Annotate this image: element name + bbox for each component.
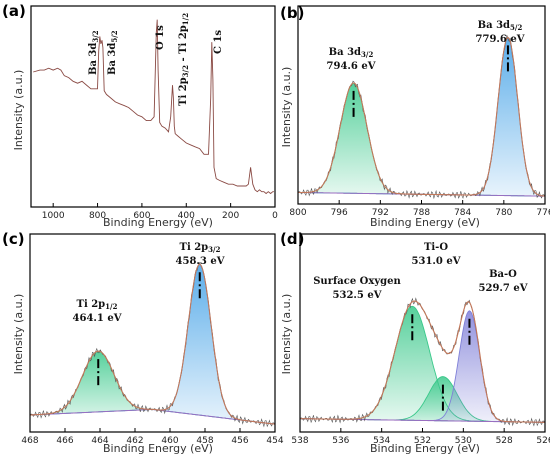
panel-d-xlabel: Binding Energy (eV) xyxy=(370,442,480,455)
x-tick-label: 400 xyxy=(178,211,195,221)
panel-a-ann-c1s: C 1s xyxy=(213,30,224,54)
panel-b-ylabel: Intensity (a.u.) xyxy=(280,67,293,148)
x-tick-label: 800 xyxy=(289,208,306,218)
panel-d-ann-529-7: 529.7 eV xyxy=(479,283,528,294)
x-tick-label: 776 xyxy=(536,208,550,218)
x-tick-label: 528 xyxy=(496,436,513,446)
x-tick-label: 0 xyxy=(272,211,278,221)
x-tick-label: 792 xyxy=(372,208,389,218)
panel-a-ylabel: Intensity (a.u.) xyxy=(12,70,25,151)
panel-a-ann-ba3d52: Ba 3d5/2 xyxy=(107,30,119,75)
panel-b-plot xyxy=(297,34,546,200)
panel-b-label: (b) xyxy=(280,4,304,22)
panel-c-label: (c) xyxy=(2,230,25,248)
x-tick-label: 800 xyxy=(89,211,106,221)
panel-c-ann-ti2p32: Ti 2p3/2 xyxy=(180,242,221,254)
fitted-peak-area xyxy=(29,263,276,425)
x-tick-label: 200 xyxy=(222,211,239,221)
panel-d-plot xyxy=(299,297,546,427)
panel-b-ann-794-6: 794.6 eV xyxy=(327,61,376,72)
panel-d-frame xyxy=(299,233,546,433)
panel-a-ann-ba3d32: Ba 3d3/2 xyxy=(88,30,100,75)
raw-data-line xyxy=(29,261,276,428)
panel-d-ylabel: Intensity (a.u.) xyxy=(280,294,293,375)
x-tick-label: 534 xyxy=(373,436,390,446)
x-tick-label: 468 xyxy=(21,436,38,446)
panel-a-ann-ti2p: Ti 2p3/2 - Ti 2p1/2 xyxy=(178,13,190,106)
panel-d-tick-labels: 538 536 534 532 530 528 526 xyxy=(291,428,550,446)
x-tick-label: 530 xyxy=(455,436,472,446)
x-tick-label: 780 xyxy=(495,208,512,218)
x-tick-label: 456 xyxy=(231,436,248,446)
panel-c-plot xyxy=(29,261,276,428)
x-tick-label: 600 xyxy=(133,211,150,221)
x-tick-label: 538 xyxy=(291,436,308,446)
panel-d-ann-surface-oxygen: Surface Oxygen xyxy=(313,276,401,287)
x-tick-label: 536 xyxy=(332,436,349,446)
panel-a-survey-line xyxy=(33,19,274,195)
panel-a-tick-labels: 1000 800 600 400 200 0 xyxy=(42,203,278,221)
envelope-fit-line xyxy=(29,263,276,425)
panel-c-xlabel: Binding Energy (eV) xyxy=(103,442,213,455)
x-tick-label: 532 xyxy=(414,436,431,446)
panel-b-ann-ba3d52: Ba 3d5/2 xyxy=(478,20,523,32)
panel-d-ann-532-5: 532.5 eV xyxy=(333,290,382,301)
x-tick-label: 784 xyxy=(454,208,471,218)
x-tick-label: 458 xyxy=(196,436,213,446)
panel-d-label: (d) xyxy=(280,230,304,248)
panel-a-frame xyxy=(30,5,276,208)
panel-c-ylabel: Intensity (a.u.) xyxy=(12,294,25,375)
panel-b-xlabel: Binding Energy (eV) xyxy=(370,216,480,229)
panel-d-ann-bao: Ba-O xyxy=(489,269,517,280)
x-tick-label: 1000 xyxy=(42,211,65,221)
panel-b-ann-ba3d32: Ba 3d3/2 xyxy=(329,47,374,59)
x-tick-label: 526 xyxy=(536,436,550,446)
x-tick-label: 460 xyxy=(161,436,178,446)
panel-d-ann-531-0: 531.0 eV xyxy=(412,256,461,267)
panel-c-frame xyxy=(29,233,276,433)
panel-c: (c) Intensity (a.u.) Binding Energy (eV)… xyxy=(2,230,284,455)
panel-b-frame xyxy=(297,5,546,205)
panel-a-label: (a) xyxy=(2,2,26,20)
x-tick-label: 788 xyxy=(413,208,430,218)
panel-b-ann-779-6: 779.6 eV xyxy=(476,34,525,45)
panel-c-ann-458-3: 458.3 eV xyxy=(176,256,225,267)
x-tick-label: 466 xyxy=(56,436,73,446)
x-tick-label: 462 xyxy=(126,436,143,446)
panel-a: (a) Intensity (a.u.) Binding Energy (eV)… xyxy=(2,2,278,229)
x-tick-label: 464 xyxy=(91,436,108,446)
panel-c-ann-464-1: 464.1 eV xyxy=(73,313,122,324)
panel-d-ann-tio: Ti-O xyxy=(424,242,448,253)
panel-a-xlabel: Binding Energy (eV) xyxy=(103,216,213,229)
x-tick-label: 454 xyxy=(266,436,283,446)
panel-a-ann-o1s: O 1s xyxy=(155,25,166,50)
panel-b-tick-labels: 800 796 792 788 784 780 776 xyxy=(289,200,550,218)
envelope-fit-line xyxy=(299,300,545,423)
panel-d: (d) Intensity (a.u.) Binding Energy (eV)… xyxy=(280,230,550,455)
envelope-fit-line xyxy=(298,36,545,197)
x-tick-label: 796 xyxy=(331,208,348,218)
panel-c-ann-ti2p12: Ti 2p1/2 xyxy=(77,299,118,311)
panel-b: (b) Intensity (a.u.) Binding Energy (eV)… xyxy=(280,4,550,229)
